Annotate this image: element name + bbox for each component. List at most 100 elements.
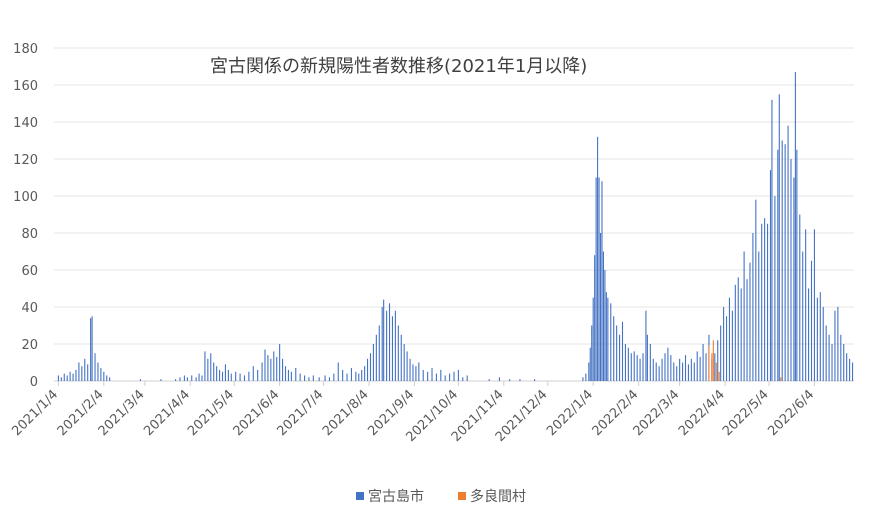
bar (198, 373, 200, 381)
bar (718, 371, 720, 381)
bar (230, 373, 232, 381)
bar (784, 144, 786, 381)
bar (282, 358, 284, 381)
legend-label-miyakojima: 宮古島市 (368, 488, 424, 505)
bar (796, 149, 798, 381)
y-tick-label: 180 (13, 42, 38, 57)
bar (636, 355, 638, 381)
bar (794, 72, 796, 382)
bar (81, 366, 83, 381)
bar (696, 351, 698, 381)
bar (705, 353, 707, 381)
bar (488, 379, 490, 381)
bar (761, 223, 763, 381)
bar (207, 358, 209, 381)
bar (598, 177, 600, 381)
bar (774, 196, 776, 381)
bar (687, 364, 689, 381)
bar (690, 358, 692, 381)
y-tick-label: 160 (13, 79, 38, 94)
bar (655, 362, 657, 381)
bar (731, 310, 733, 381)
y-tick-label: 40 (21, 301, 38, 316)
bar (746, 279, 748, 381)
bar (810, 260, 813, 381)
bar (592, 297, 594, 381)
bar (793, 177, 795, 381)
bar (287, 369, 289, 381)
bar (594, 255, 596, 381)
bar (324, 375, 326, 381)
bar (100, 368, 102, 381)
bar (645, 310, 647, 381)
bar (664, 353, 666, 381)
y-tick-label: 140 (13, 116, 38, 131)
bar (276, 356, 278, 381)
bar (758, 251, 760, 381)
bar (75, 369, 77, 381)
bar (717, 340, 719, 381)
bar (749, 262, 751, 381)
bar (235, 371, 237, 381)
y-tick-label: 80 (21, 227, 38, 242)
bar (279, 344, 281, 381)
bar (91, 316, 93, 381)
bar (509, 379, 511, 381)
bar (381, 307, 383, 381)
bar (684, 355, 687, 381)
bar (679, 358, 681, 381)
bar (834, 310, 836, 381)
bar (699, 356, 701, 381)
bar (350, 368, 352, 381)
bar (412, 364, 414, 381)
bar (204, 351, 206, 381)
bar (394, 310, 396, 381)
bar (63, 373, 65, 381)
bar (816, 297, 818, 381)
bar (828, 334, 830, 381)
bar (734, 284, 736, 381)
y-tick-label: 120 (13, 153, 38, 168)
bar (658, 366, 660, 381)
bar (403, 344, 405, 381)
bar (743, 251, 745, 381)
bar (604, 270, 606, 381)
legend-swatch-miyakojima (356, 492, 364, 500)
bar (66, 375, 68, 381)
bar (216, 366, 218, 381)
bar (103, 371, 105, 381)
bar (257, 369, 259, 381)
bar (270, 358, 272, 381)
bar (273, 351, 275, 381)
bar (186, 377, 188, 381)
bar (97, 362, 99, 381)
bar (284, 366, 287, 381)
bar (599, 233, 602, 381)
bar (595, 177, 597, 381)
bar (605, 292, 607, 381)
bar (84, 358, 86, 381)
bar (422, 369, 424, 381)
bar (498, 377, 500, 381)
bar (802, 251, 804, 381)
bar (711, 353, 713, 381)
bar (299, 373, 301, 381)
bar (318, 377, 320, 381)
bar (267, 355, 269, 381)
bar (60, 377, 62, 381)
bar (630, 353, 632, 381)
bar (840, 334, 842, 381)
bar (397, 325, 399, 381)
bar (740, 288, 742, 381)
bar (819, 292, 821, 381)
bar (87, 364, 89, 381)
series-miyakojima-bars (57, 72, 854, 382)
bar (427, 371, 429, 381)
bar (597, 136, 599, 381)
bar (712, 340, 714, 381)
bar (607, 297, 609, 381)
bar (337, 362, 339, 381)
bar (693, 362, 695, 381)
bar (601, 181, 603, 381)
